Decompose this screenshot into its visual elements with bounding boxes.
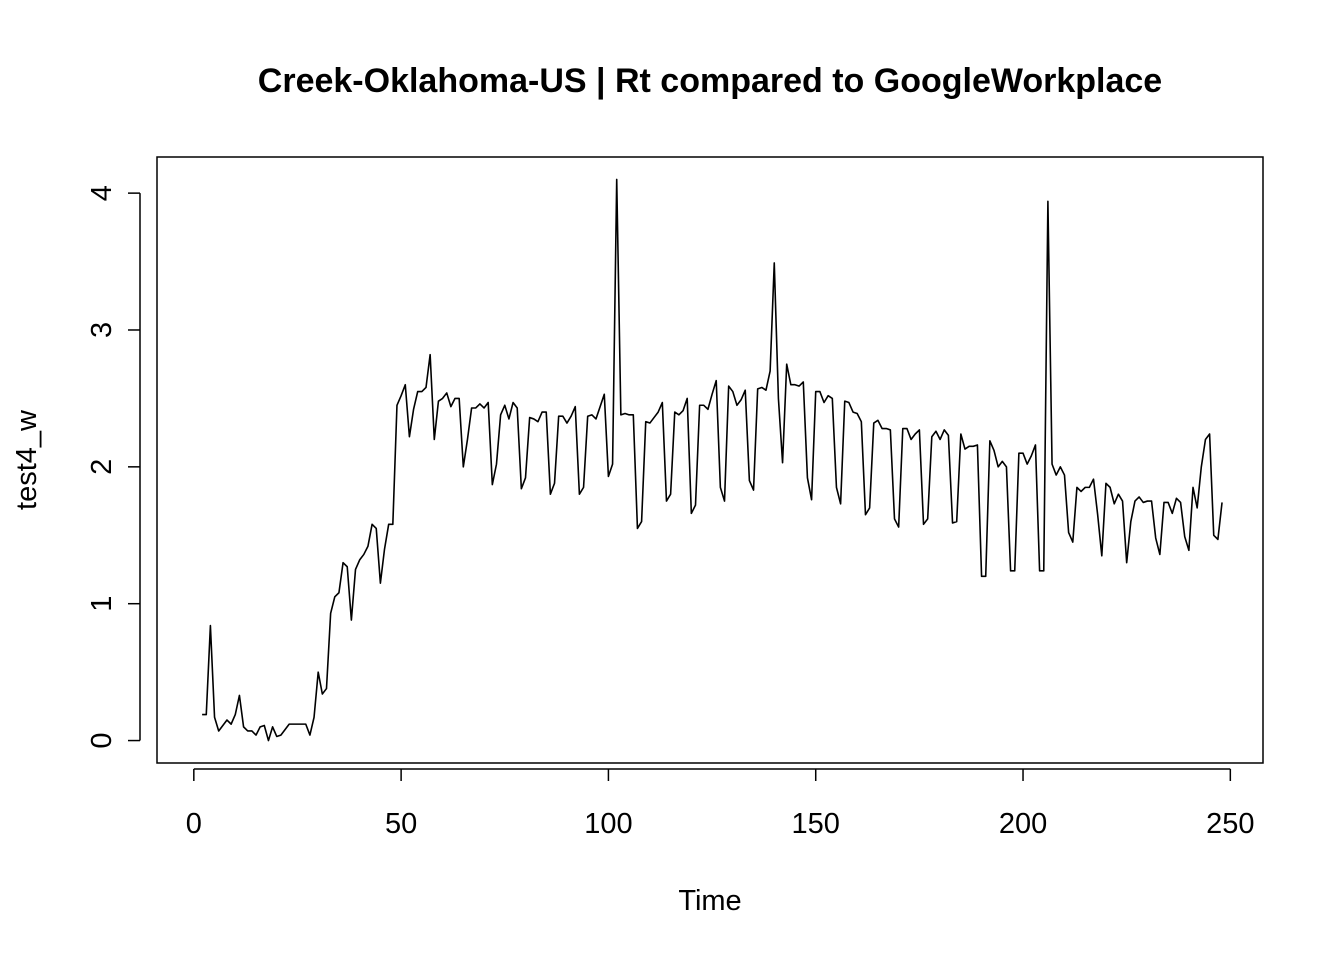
y-tick-label: 3 [86, 322, 118, 338]
y-tick-label: 4 [86, 185, 118, 201]
x-tick-label: 250 [1206, 808, 1254, 840]
y-tick-label: 1 [86, 596, 118, 612]
y-tick-label: 2 [86, 459, 118, 475]
x-tick-label: 100 [584, 808, 632, 840]
x-tick-label: 0 [186, 808, 202, 840]
plot-frame [156, 156, 1264, 764]
x-tick-label: 200 [999, 808, 1047, 840]
chart-title: Creek-Oklahoma-US | Rt compared to Googl… [258, 62, 1162, 100]
x-tick-label: 50 [385, 808, 417, 840]
y-tick-label: 0 [86, 732, 118, 748]
x-axis-label: Time [678, 885, 741, 917]
x-tick-label: 150 [792, 808, 840, 840]
data-line [202, 178, 1223, 742]
y-axis-label: test4_w [11, 409, 43, 510]
